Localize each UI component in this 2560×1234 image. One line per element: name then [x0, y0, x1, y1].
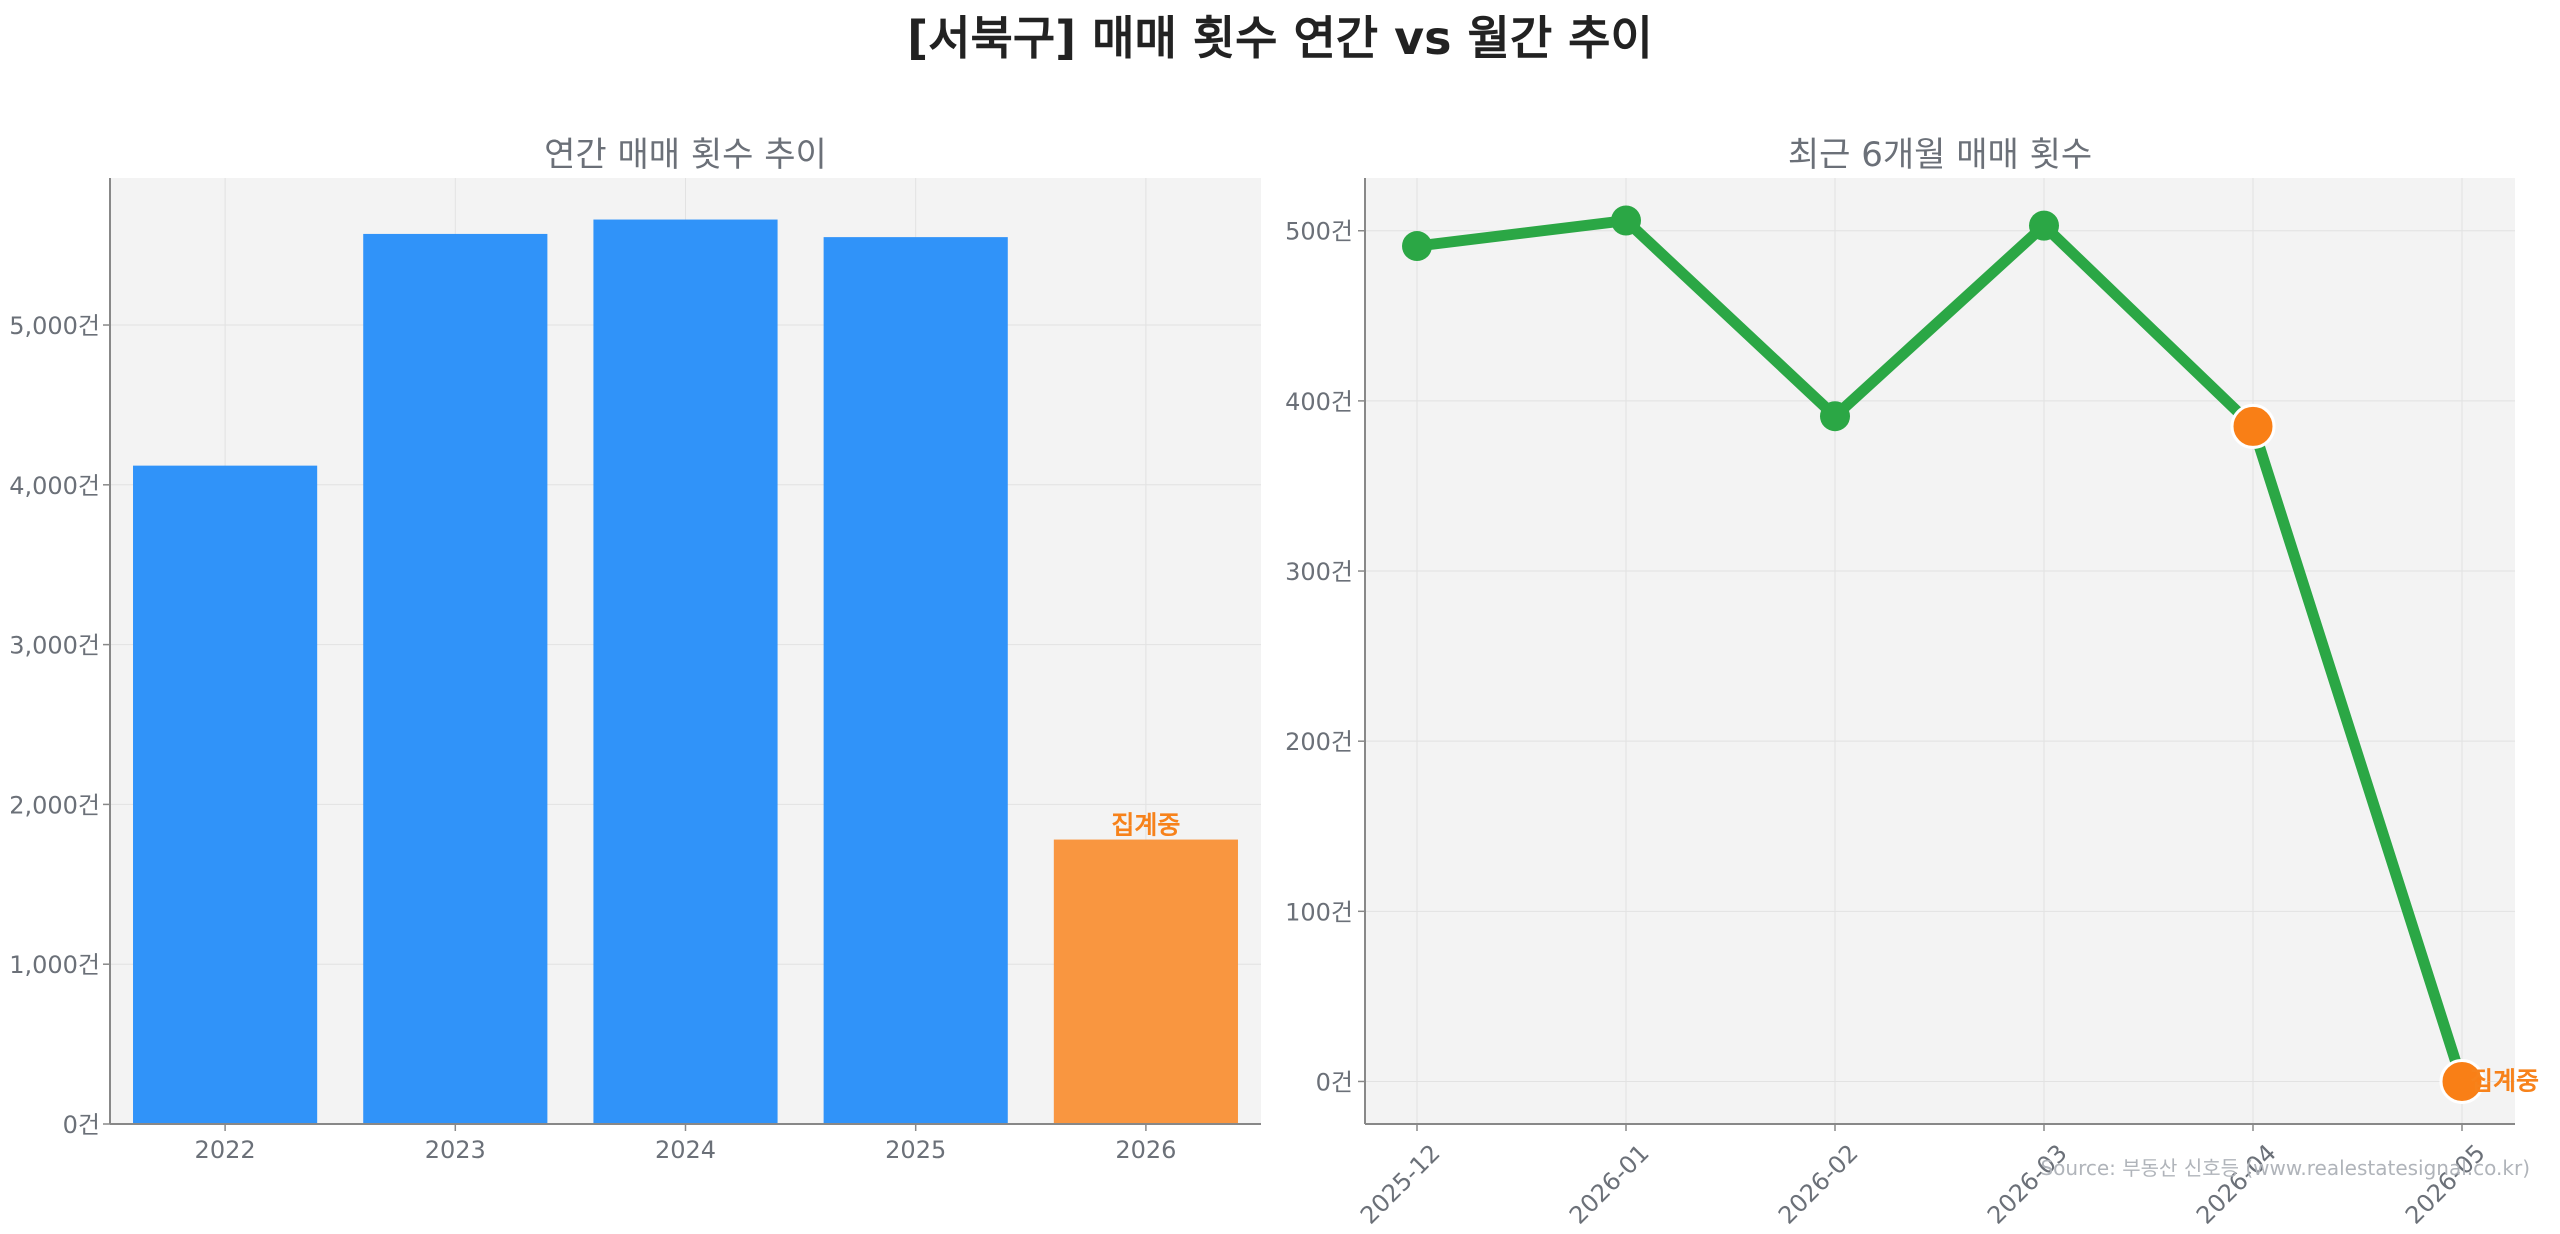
x-tick-label: 2026-05 — [2400, 1139, 2491, 1230]
bar-2026 — [1053, 839, 1238, 1124]
y-tick-label: 300건 — [1285, 558, 1353, 586]
series-line — [1411, 215, 2468, 1087]
x-tick-label: 2025-12 — [1355, 1139, 1446, 1230]
source-text: Source: 부동산 신호등 (www.realestatesignal.co… — [2040, 1156, 2530, 1180]
data-point-2026-05 — [2439, 1058, 2485, 1104]
data-point-2026-04 — [2230, 403, 2276, 449]
bar-2024 — [593, 219, 778, 1124]
annual-bar-chart: 0건 1,000건 2,000건 3,000건 4,000건 5,000건 2022 2023… — [9, 135, 1261, 1164]
x-tick-label: 2022 — [195, 1136, 256, 1164]
bar-2025 — [823, 237, 1008, 1124]
data-point-2025-12 — [1402, 231, 1432, 262]
x-tick-label: 2026-01 — [1564, 1139, 1655, 1230]
y-tick-label: 5,000건 — [9, 312, 100, 340]
partial-data-label: 집계중 — [1111, 811, 1180, 840]
x-tick-label: 2026-04 — [2191, 1139, 2282, 1230]
data-point-2026-03 — [2029, 210, 2059, 241]
y-tick-label: 1,000건 — [9, 951, 100, 979]
x-tick-label: 2026 — [1115, 1136, 1176, 1164]
chart-main-title: [서북구] 매매 횟수 연간 vs 월간 추이 — [907, 11, 1653, 65]
y-tick-label: 100건 — [1285, 898, 1353, 926]
x-tick-label: 2026-03 — [1982, 1139, 2073, 1230]
x-tick-label: 2026-02 — [1773, 1139, 1864, 1230]
x-tick-label: 2023 — [425, 1136, 486, 1164]
annual-chart-title: 연간 매매 횟수 추이 — [544, 135, 827, 175]
y-tick-label: 2,000건 — [9, 791, 100, 819]
y-tick-label: 4,000건 — [9, 472, 100, 500]
data-point-2026-02 — [1820, 401, 1850, 432]
y-tick-label: 400건 — [1285, 388, 1353, 416]
monthly-line-chart: 0건 100건 200건 300건 400건 500건 2025-12 2026-01 2026… — [1285, 135, 2539, 1230]
bar-2022 — [133, 465, 318, 1124]
partial-data-label: 집계중 — [2470, 1066, 2539, 1095]
y-tick-label: 200건 — [1285, 728, 1353, 756]
y-tick-label: 0건 — [1316, 1068, 1353, 1096]
y-tick-label: 0건 — [63, 1111, 100, 1139]
data-point-2026-01 — [1611, 205, 1641, 236]
bar-2023 — [363, 233, 548, 1124]
y-tick-label: 500건 — [1285, 218, 1353, 246]
y-tick-label: 3,000건 — [9, 632, 100, 660]
monthly-chart-title: 최근 6개월 매매 횟수 — [1788, 135, 2092, 175]
x-tick-label: 2025 — [885, 1136, 946, 1164]
x-tick-label: 2024 — [655, 1136, 716, 1164]
